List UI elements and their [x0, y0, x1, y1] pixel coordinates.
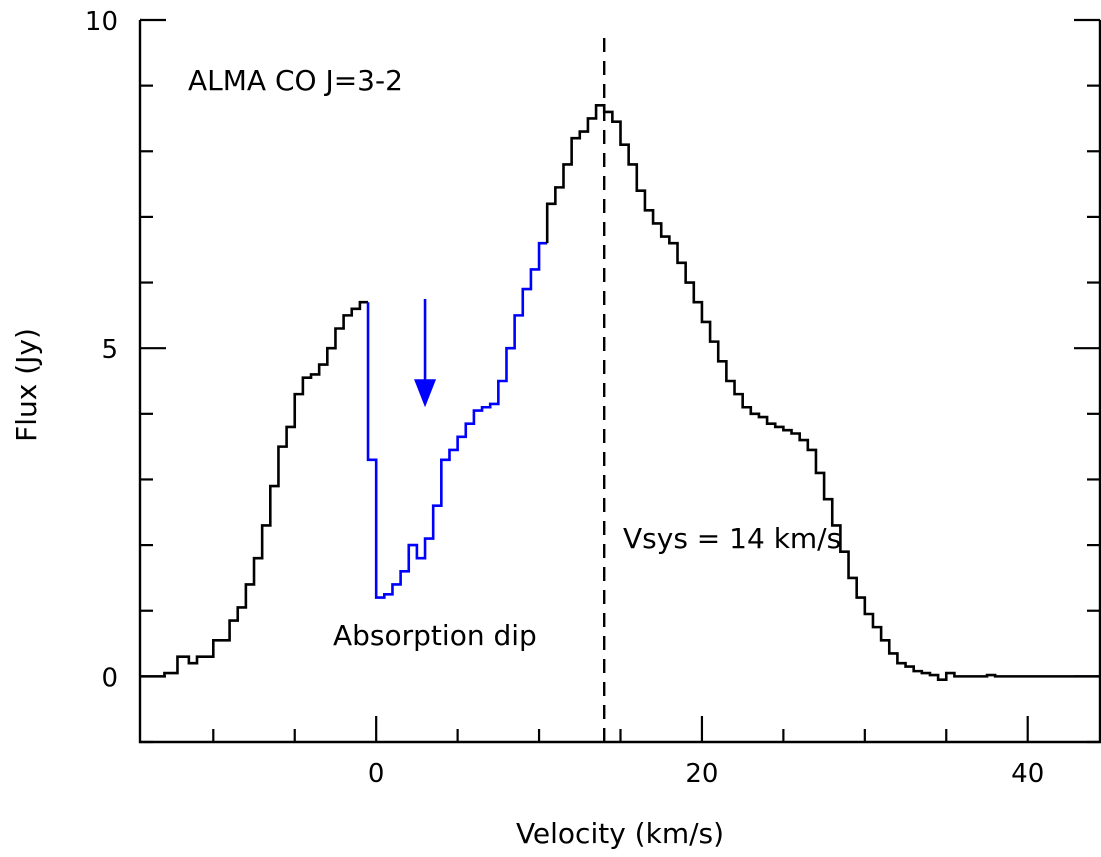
y-tick-label: 0 [101, 663, 118, 693]
arrow-head [414, 379, 437, 408]
y-tick-label: 10 [85, 7, 118, 37]
x-tick-label: 40 [1011, 759, 1044, 789]
absorption-dip-annotation: Absorption dip [333, 619, 537, 652]
axes: 0 20 40 0 5 10 [85, 7, 1101, 789]
vsys-annotation: Vsys = 14 km/s [623, 522, 841, 555]
absorption-arrow [414, 298, 437, 408]
line-name-annotation: ALMA CO J=3-2 [188, 64, 403, 97]
y-tick-label: 5 [101, 335, 118, 365]
x-tick-label: 0 [368, 759, 385, 789]
spectrum-line [140, 104, 1101, 681]
y-axis-label: Flux (Jy) [10, 328, 43, 442]
x-axis-label: Velocity (km/s) [516, 817, 724, 850]
x-tick-label: 20 [685, 759, 718, 789]
spectrum-segment [545, 104, 1101, 681]
spectrum-segment [140, 300, 369, 678]
absorption-segment [366, 241, 548, 599]
